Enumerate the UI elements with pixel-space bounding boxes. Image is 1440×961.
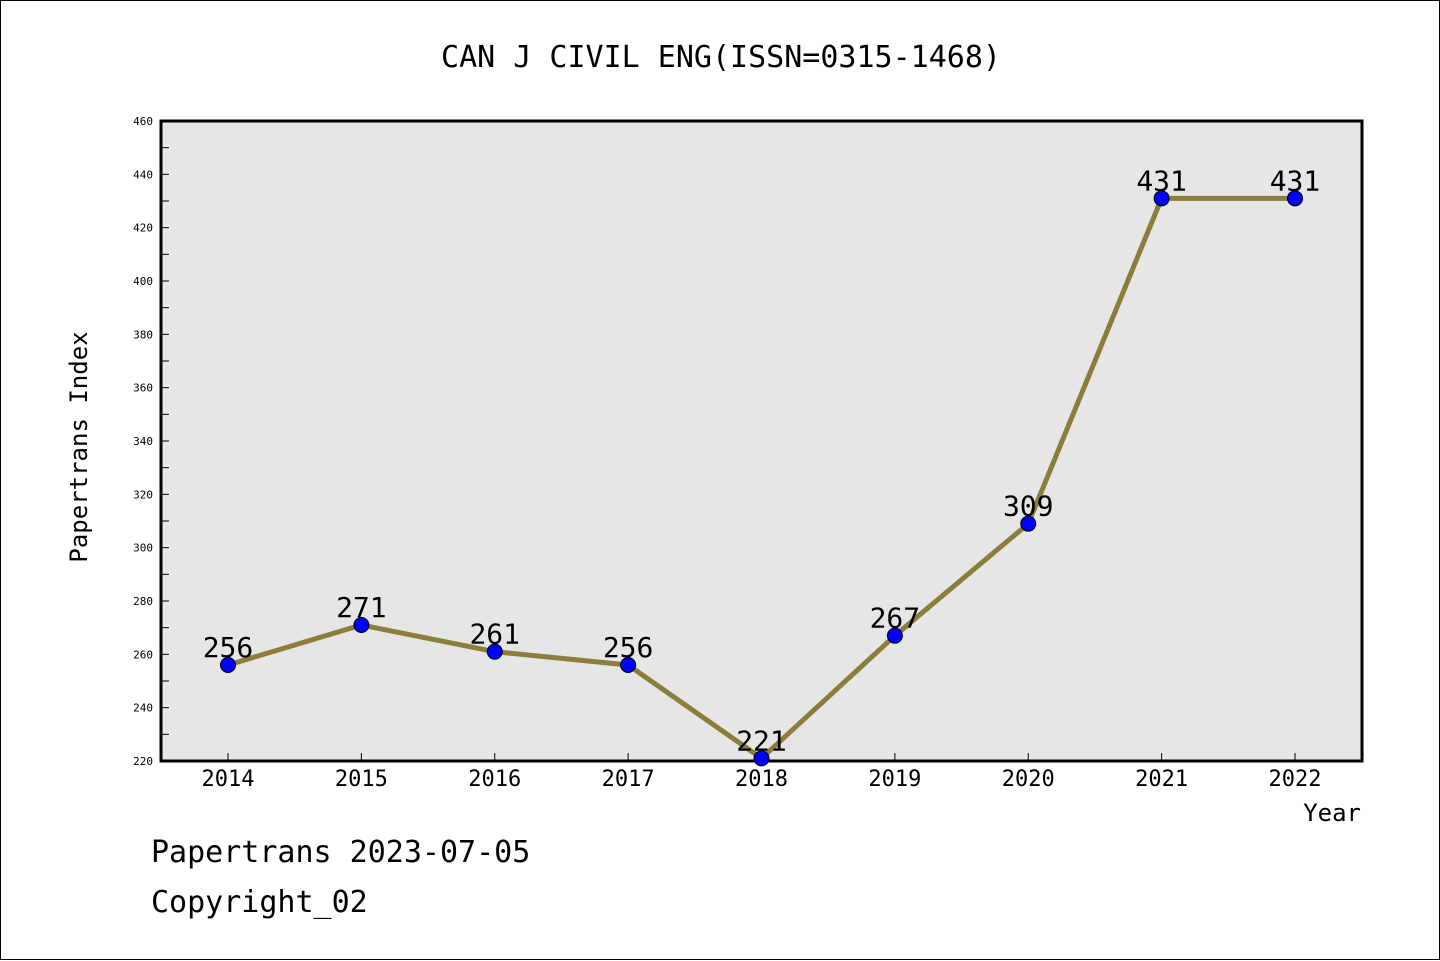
footer-copyright: Copyright_02 [151,885,368,920]
data-point [220,657,236,673]
y-tick-label: 220 [133,755,153,768]
y-tick-label: 240 [133,702,153,715]
y-tick-label: 440 [133,168,153,181]
data-label: 431 [1270,164,1321,197]
x-axis: 2014 2015 2016 2017 2018 2019 2020 2021 2022 [202,753,1322,792]
data-point [753,750,770,767]
x-tick-label: 2015 [335,767,388,792]
y-tick-label: 340 [133,435,153,448]
chart-title: CAN J CIVIL ENG(ISSN=0315-1468) [441,40,1001,75]
data-label: 267 [870,602,921,635]
data-label: 271 [336,591,387,624]
x-tick-label: 2016 [468,767,521,792]
data-point [1153,190,1170,207]
y-axis-label: Papertrans Index [65,331,93,562]
y-tick-label: 400 [133,275,153,288]
data-label: 256 [203,631,254,664]
data-label: 256 [603,631,654,664]
y-tick-label: 280 [133,595,153,608]
data-label: 309 [1003,490,1054,523]
y-tick-label: 320 [133,488,153,501]
y-tick-label: 460 [133,115,153,128]
x-tick-label: 2021 [1135,767,1188,792]
x-tick-label: 2022 [1269,767,1322,792]
footer-date: Papertrans 2023-07-05 [151,835,531,870]
y-tick-label: 360 [133,382,153,395]
x-tick-label: 2020 [1002,767,1055,792]
x-tick-label: 2019 [868,767,921,792]
x-axis-label: Year [1303,799,1361,827]
y-tick-label: 300 [133,542,153,555]
data-label: 221 [736,724,787,757]
y-tick-label: 380 [133,328,153,341]
y-tick-label: 420 [133,222,153,235]
series: 256 271 261 256 221 267 309 431 431 [203,164,1321,767]
x-tick-label: 2017 [602,767,655,792]
data-point [1287,190,1303,207]
data-point [353,617,370,633]
y-axis: 220 240 260 280 300 320 340 360 380 400 420 440 460 [133,115,169,768]
data-point [620,657,637,673]
data-label: 261 [469,618,520,651]
x-tick-label: 2014 [202,767,255,792]
data-point [886,627,903,644]
data-point [486,643,503,660]
plot-area [159,119,1364,763]
data-label: 431 [1136,164,1187,197]
x-tick-label: 2018 [735,767,788,792]
data-point [1020,515,1037,532]
y-tick-label: 260 [133,648,153,661]
